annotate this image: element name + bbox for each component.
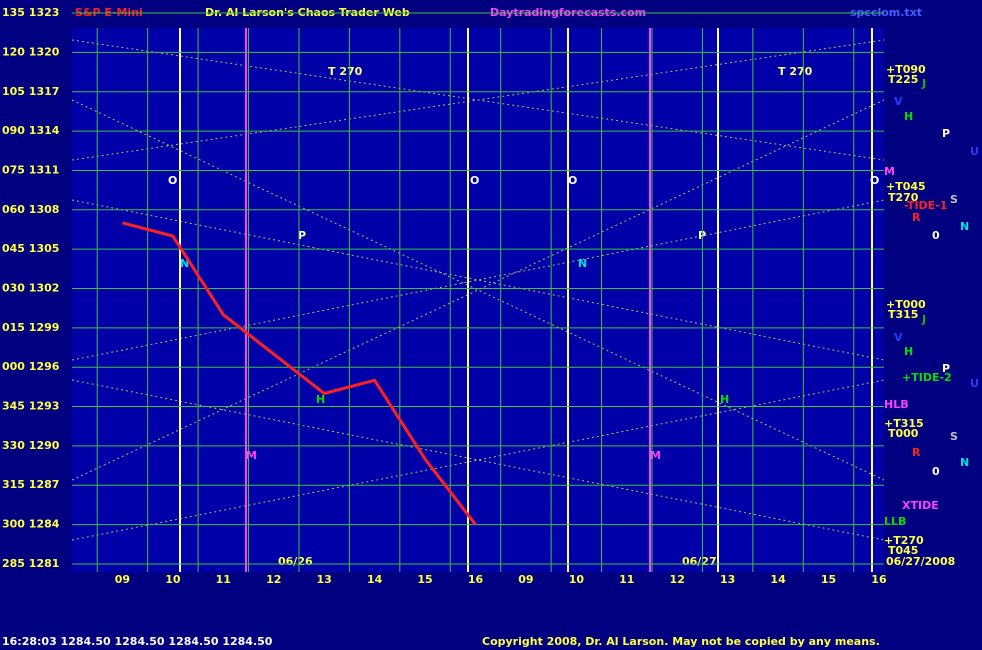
- y-tick-label: 045 1305: [2, 242, 59, 255]
- annotation: T000: [888, 427, 919, 440]
- annotation: H: [316, 393, 325, 406]
- y-tick-label: 000 1296: [2, 360, 60, 373]
- annotation: R: [912, 446, 921, 459]
- annotation: P: [942, 127, 950, 140]
- x-tick-label: 15: [821, 573, 836, 586]
- x-tick-label: 14: [367, 573, 383, 586]
- annotation: +T000: [886, 298, 926, 311]
- annotation: R: [912, 211, 921, 224]
- annotation: 0: [932, 229, 940, 242]
- y-tick-label: 135 1323: [2, 6, 59, 19]
- price-line: [122, 221, 477, 526]
- annotation: M: [884, 165, 895, 178]
- x-tick-label: 10: [569, 573, 585, 586]
- annotation: S: [950, 193, 958, 206]
- x-tick-label: 13: [317, 573, 332, 586]
- annotation: T045: [888, 544, 918, 557]
- annotation: S: [950, 430, 958, 443]
- annotation: M: [246, 449, 257, 462]
- status: 16:28:03 1284.50 1284.50 1284.50 1284.50: [2, 635, 273, 648]
- annotation: +T315: [884, 417, 924, 430]
- y-tick-label: 075 1311: [2, 163, 59, 176]
- symbol: S&P E-Mini: [75, 6, 143, 19]
- decor-lines: [71, 39, 885, 541]
- title: Dr. Al Larson's Chaos Trader Web: [205, 6, 410, 19]
- annotation: O: [470, 174, 479, 187]
- annotation: P: [942, 362, 950, 375]
- annotation: +T090: [886, 63, 926, 76]
- annotation: N: [960, 456, 969, 469]
- annotation: P: [298, 229, 306, 242]
- y-tick-label: 060 1308: [2, 203, 59, 216]
- annotation: H: [904, 110, 913, 123]
- annotation: T 270: [328, 65, 363, 78]
- annotation: T315: [888, 308, 918, 321]
- x-tick-label: 12: [266, 573, 281, 586]
- x-tick-label: 13: [720, 573, 735, 586]
- annotation: V: [894, 95, 903, 108]
- annotation: N: [578, 257, 587, 270]
- annotation: O: [870, 174, 879, 187]
- annotation: J: [921, 77, 926, 90]
- y-tick-label: 030 1302: [2, 282, 59, 295]
- y-tick-label: 330 1290: [2, 439, 60, 452]
- x-tick-label: 11: [619, 573, 634, 586]
- annotation: +TIDE-2: [902, 371, 952, 384]
- x-tick-label: 10: [165, 573, 181, 586]
- x-tick-label: 09: [518, 573, 533, 586]
- y-tick-label: 300 1284: [2, 518, 60, 531]
- annotation: O: [168, 174, 177, 187]
- site: Daytradingforecasts.com: [490, 6, 646, 19]
- annotation: J: [921, 313, 926, 326]
- annotation: 0: [932, 465, 940, 478]
- x-tick-label: 11: [216, 573, 231, 586]
- annotation: LLB: [884, 515, 906, 528]
- annotation: T 270: [778, 65, 813, 78]
- annotation: O: [568, 174, 577, 187]
- x-tick-label: 16: [871, 573, 887, 586]
- x-tick-label: 14: [770, 573, 786, 586]
- annotation: 06/27/2008: [886, 555, 955, 568]
- y-tick-label: 105 1317: [2, 85, 59, 98]
- y-tick-label: 345 1293: [2, 400, 59, 413]
- annotation: HLB: [884, 398, 909, 411]
- annotation: XTIDE: [902, 499, 939, 512]
- annotations: T 270 T 270 06/26 06/27 06/27/2008 +T090…: [168, 63, 979, 568]
- file: spcclom.txt: [850, 6, 922, 19]
- annotation: T270: [888, 191, 919, 204]
- annotation: M: [650, 449, 661, 462]
- annotation: -TIDE-1: [904, 199, 947, 212]
- x-tick-label: 12: [670, 573, 685, 586]
- annotation: H: [720, 393, 729, 406]
- annotation: +T045: [886, 180, 926, 193]
- annotation: 06/27: [682, 555, 717, 568]
- x-tick-label: 16: [468, 573, 484, 586]
- plot-area: [72, 28, 884, 572]
- annotation: N: [960, 220, 969, 233]
- annotation: N: [180, 257, 189, 270]
- y-tick-label: 120 1320: [2, 45, 60, 58]
- annotation: H: [904, 345, 913, 358]
- y-tick-label: 015 1299: [2, 321, 59, 334]
- annotation: V: [894, 331, 903, 344]
- x-tick-label: 15: [417, 573, 432, 586]
- cycle-lines: [179, 28, 873, 572]
- annotation: 06/26: [278, 555, 313, 568]
- annotation: U: [970, 377, 979, 390]
- x-tick-label: 09: [115, 573, 130, 586]
- annotation: U: [970, 145, 979, 158]
- annotation: T225: [888, 73, 918, 86]
- y-tick-label: 090 1314: [2, 124, 60, 137]
- y-tick-label: 315 1287: [2, 478, 59, 491]
- copyright: Copyright 2008, Dr. Al Larson. May not b…: [482, 635, 880, 648]
- y-tick-label: 285 1281: [2, 557, 59, 570]
- annotation: +T270: [884, 534, 924, 547]
